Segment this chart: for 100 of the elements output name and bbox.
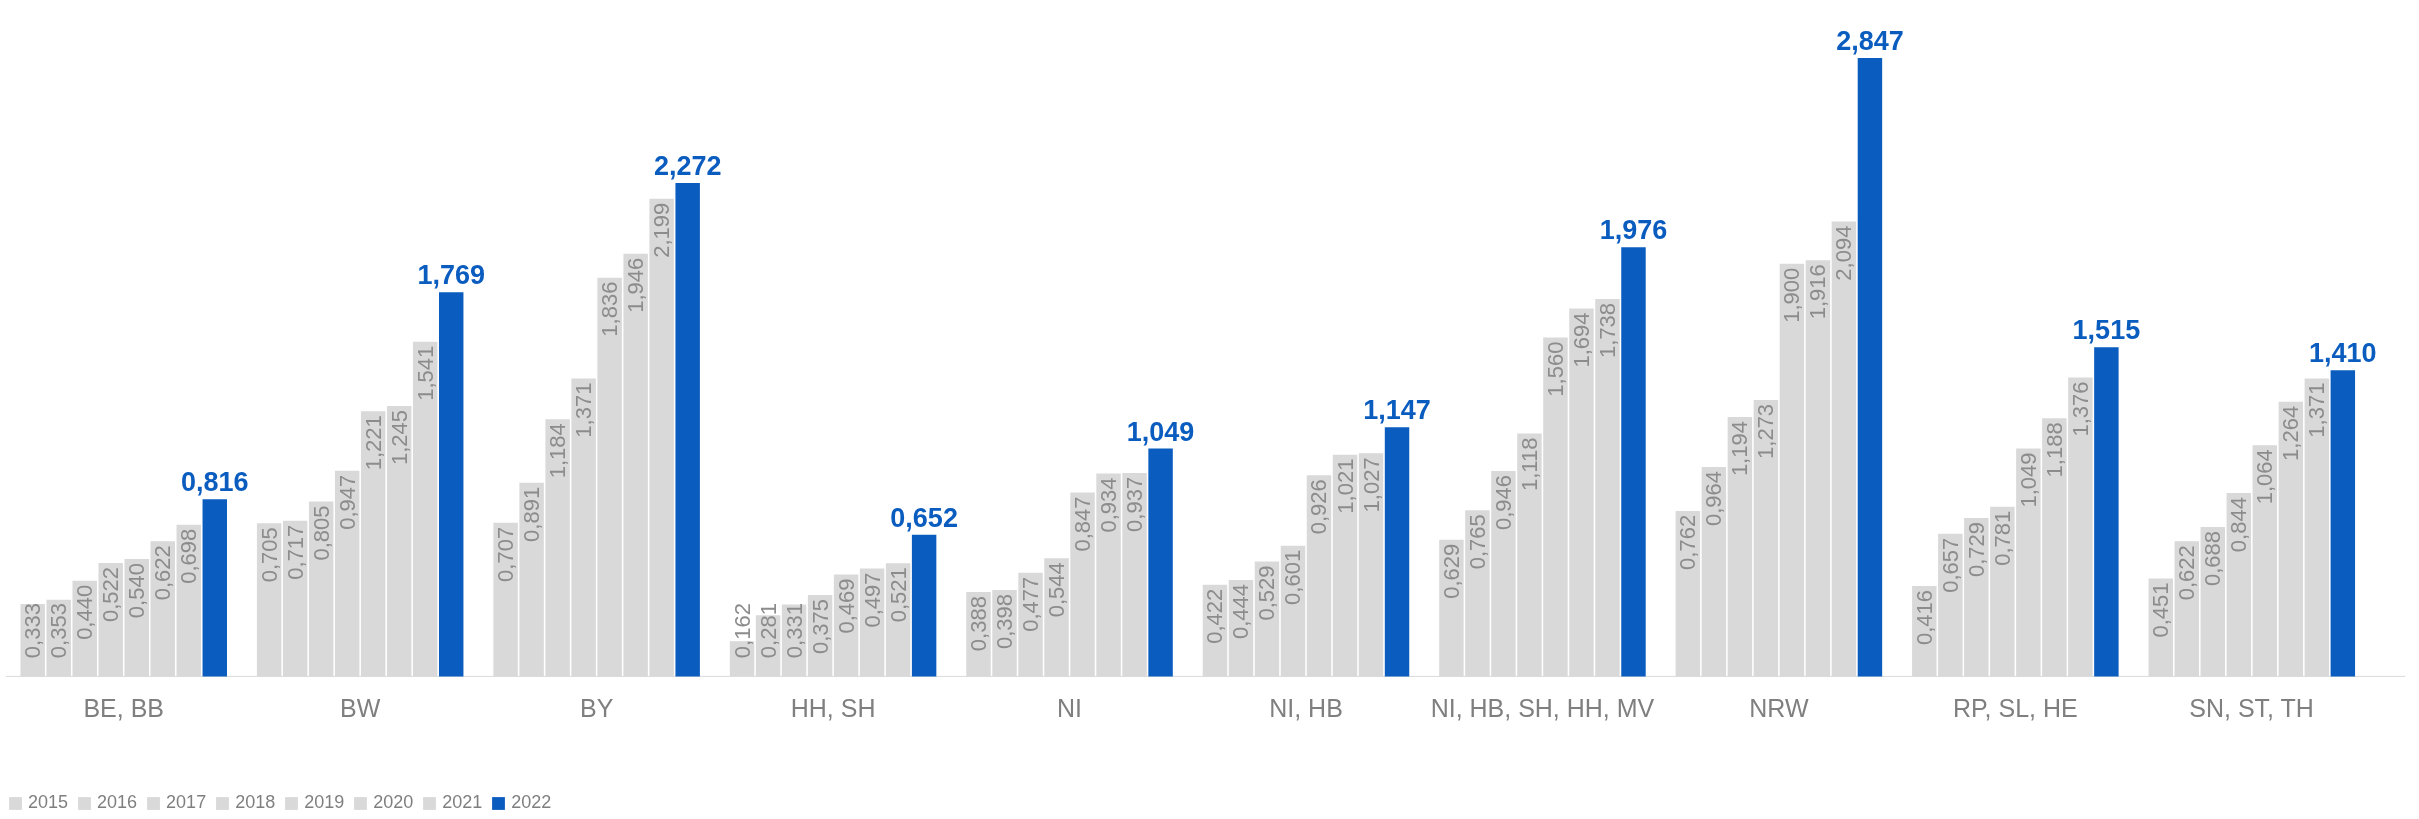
data-label: 1,147	[1363, 395, 1431, 426]
data-label: 0,698	[176, 528, 202, 584]
data-label: 1,027	[1358, 457, 1384, 513]
data-label: 0,529	[1254, 565, 1280, 621]
data-label: 0,522	[98, 567, 124, 623]
data-label: 0,601	[1280, 549, 1306, 605]
data-label: 0,333	[20, 603, 46, 659]
data-label: 1,694	[1568, 312, 1594, 368]
x-tick-label: BE, BB	[83, 694, 165, 723]
data-label: 0,729	[1963, 522, 1989, 578]
x-tick-label: NRW	[1749, 694, 1809, 723]
bar	[911, 534, 937, 677]
x-tick-label: NI, HB	[1269, 694, 1343, 723]
data-label: 1,916	[1805, 264, 1831, 320]
x-tick-label: NI, HB, SH, HH, MV	[1430, 694, 1655, 723]
data-label: 1,049	[1126, 416, 1195, 447]
legend-label: 2016	[97, 792, 138, 813]
data-label: 0,781	[1989, 510, 2015, 566]
data-label: 1,049	[2015, 452, 2041, 508]
data-label: 1,541	[412, 345, 438, 401]
data-label: 1,769	[417, 260, 486, 291]
data-label: 0,444	[1228, 583, 1254, 639]
data-label: 0,451	[2148, 582, 2174, 638]
data-label: 1,064	[2252, 449, 2278, 505]
data-label: 1,410	[2309, 338, 2377, 369]
data-label: 1,515	[2072, 315, 2141, 346]
data-label: 1,188	[2041, 422, 2067, 478]
data-label: 0,926	[1306, 479, 1332, 535]
data-label: 0,281	[755, 603, 781, 659]
data-label: 0,657	[1937, 537, 1963, 593]
data-label: 0,652	[890, 502, 958, 533]
x-tick-label: BY	[579, 694, 614, 723]
data-label: 0,388	[966, 596, 991, 652]
x-tick-label: SN, ST, TH	[2189, 694, 2314, 723]
data-label: 0,521	[885, 567, 911, 623]
data-label: 0,497	[859, 572, 885, 628]
bar	[2094, 347, 2119, 677]
bar	[675, 182, 700, 677]
x-tick-label: RP, SL, HE	[1953, 694, 2078, 723]
data-label: 0,717	[282, 524, 308, 580]
bar	[202, 499, 227, 677]
data-label: 0,844	[2226, 497, 2252, 553]
data-label: 0,688	[2200, 530, 2226, 587]
x-tick-label: HH, SH	[790, 694, 876, 723]
data-label: 0,947	[334, 474, 360, 530]
data-label: 0,622	[150, 545, 176, 601]
data-label: 2,272	[653, 150, 722, 181]
bar	[1384, 427, 1410, 677]
data-label: 0,705	[256, 527, 282, 583]
bar	[1621, 247, 1646, 677]
bar	[438, 292, 464, 677]
data-label: 1,245	[386, 409, 412, 466]
data-label: 2,094	[1831, 225, 1857, 281]
data-label: 0,946	[1490, 474, 1516, 530]
data-label: 0,440	[72, 584, 98, 640]
data-label: 1,946	[623, 257, 649, 313]
bar	[1148, 448, 1173, 677]
data-label: 2,847	[1836, 26, 1904, 57]
data-label: 2,199	[649, 202, 675, 258]
data-label: 0,707	[493, 526, 519, 582]
data-label: 0,162	[729, 603, 755, 659]
data-label: 0,540	[124, 563, 150, 619]
x-tick-label: BW	[340, 694, 381, 723]
data-label: 1,836	[597, 281, 623, 337]
data-label: 0,469	[833, 578, 859, 634]
data-label: 1,900	[1779, 267, 1805, 323]
data-label: 0,477	[1018, 576, 1044, 632]
data-label: 1,976	[1599, 215, 1668, 246]
data-label: 0,375	[807, 598, 833, 654]
data-label: 1,371	[571, 382, 597, 438]
data-label: 1,376	[2067, 381, 2093, 437]
legend-label: 2015	[28, 792, 69, 813]
data-label: 0,934	[1096, 477, 1122, 533]
data-label: 1,021	[1332, 458, 1358, 514]
legend-label: 2021	[442, 792, 483, 813]
legend-label: 2017	[166, 792, 207, 813]
data-label: 1,371	[2304, 382, 2330, 438]
legend-label: 2019	[304, 792, 345, 813]
data-label: 1,184	[545, 423, 571, 479]
legend-label: 2020	[373, 792, 414, 813]
data-label: 1,264	[2278, 405, 2304, 461]
data-label: 0,422	[1202, 588, 1228, 644]
data-label: 1,273	[1753, 403, 1779, 459]
data-label: 0,964	[1701, 471, 1727, 527]
data-label: 0,765	[1464, 514, 1490, 570]
bar	[1857, 58, 1883, 677]
data-label: 0,353	[46, 603, 72, 659]
data-label: 0,331	[781, 603, 807, 659]
data-label: 0,416	[1911, 590, 1937, 646]
data-label: 0,937	[1122, 476, 1148, 532]
data-label: 1,221	[360, 415, 386, 471]
legend-label: 2018	[235, 792, 276, 813]
data-label: 0,891	[519, 486, 545, 542]
bar	[2330, 370, 2356, 677]
legend-label: 2022	[511, 792, 552, 813]
data-label: 0,622	[2174, 545, 2200, 601]
data-label: 0,816	[180, 467, 249, 498]
data-label: 1,738	[1594, 302, 1620, 358]
data-label: 1,118	[1516, 437, 1542, 491]
data-label: 0,847	[1070, 496, 1096, 552]
